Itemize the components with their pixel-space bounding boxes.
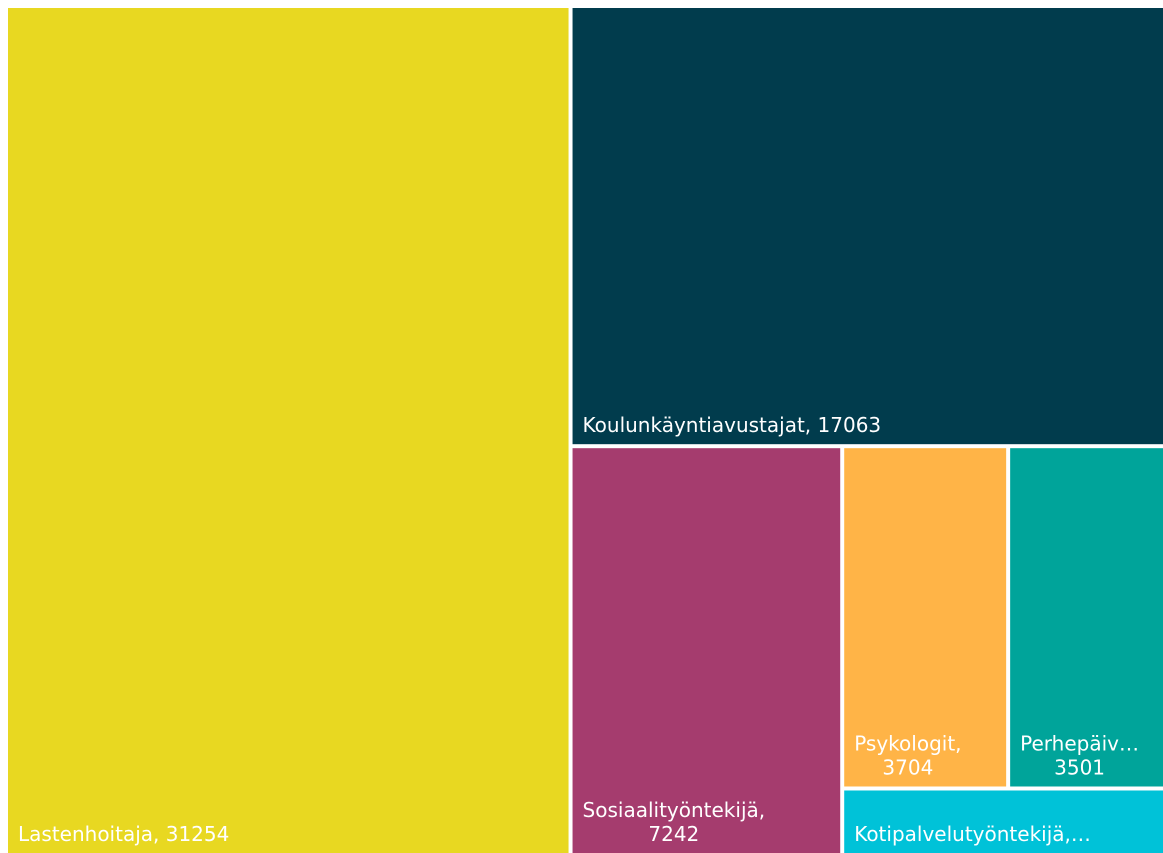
tile-label: Lastenhoitaja, 31254 [18, 822, 229, 846]
tile [1010, 448, 1163, 787]
tile-label: Perhepäiv… [1020, 731, 1139, 755]
tile-label: Sosiaalityöntekijä, [583, 798, 766, 822]
tile [844, 448, 1007, 787]
tile-label: 3501 [1054, 755, 1105, 779]
tile [844, 790, 1163, 853]
tile-label: 7242 [648, 822, 699, 846]
tile [8, 8, 569, 853]
tile-label: Kotipalvelutyöntekijä,… [854, 822, 1091, 846]
tile [572, 448, 841, 853]
tile-label: 3704 [882, 755, 933, 779]
tile-label: Psykologit, [854, 731, 961, 755]
tile-label: Koulunkäyntiavustajat, 17063 [583, 413, 882, 437]
tile [572, 8, 1163, 445]
